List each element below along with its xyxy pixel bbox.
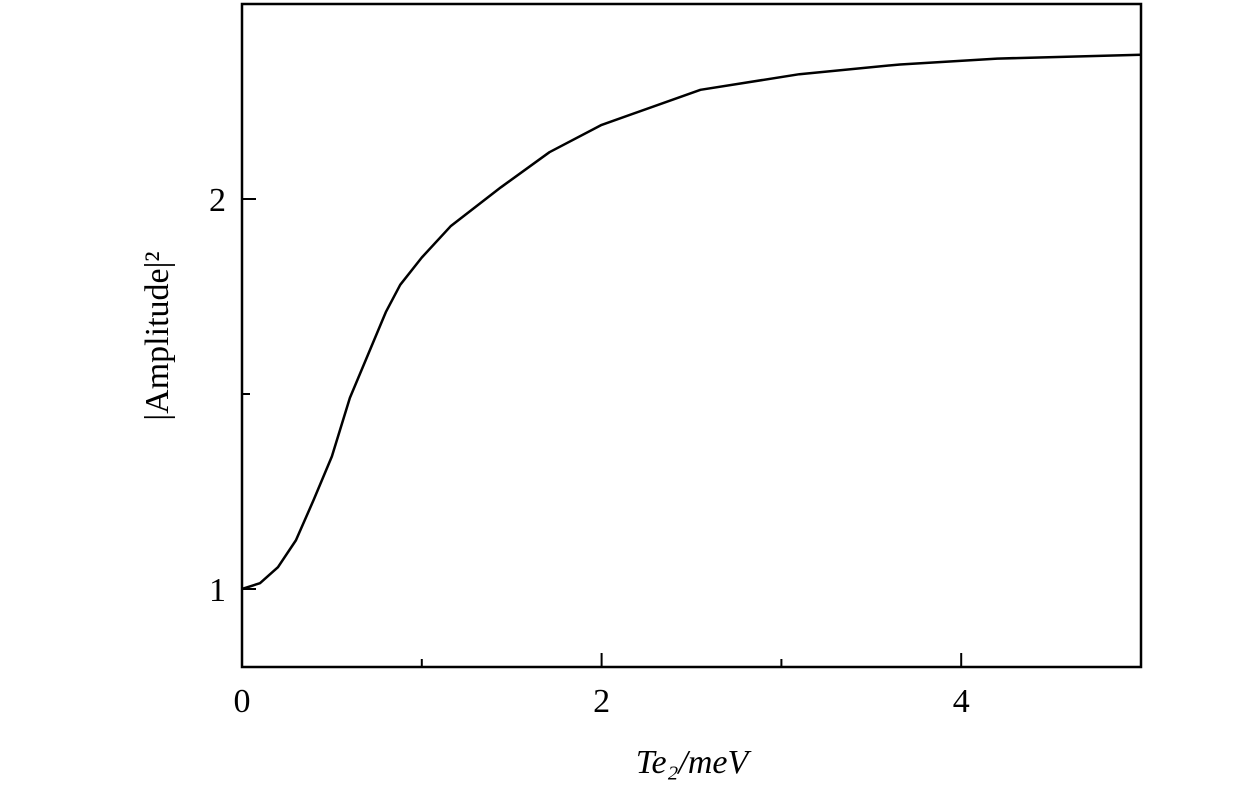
x-tick-label: 4	[953, 683, 970, 720]
y-tick-label: 2	[209, 182, 226, 219]
y-axis-label: |Amplitude|²	[139, 251, 176, 420]
x-axis-label: Te₂/meV	[636, 744, 753, 781]
plot-frame	[240, 2, 1143, 669]
curve	[241, 53, 1142, 591]
x-tick-label: 2	[593, 683, 610, 720]
y-tick-label: 1	[209, 572, 226, 609]
x-tick-label: 0	[234, 683, 251, 720]
